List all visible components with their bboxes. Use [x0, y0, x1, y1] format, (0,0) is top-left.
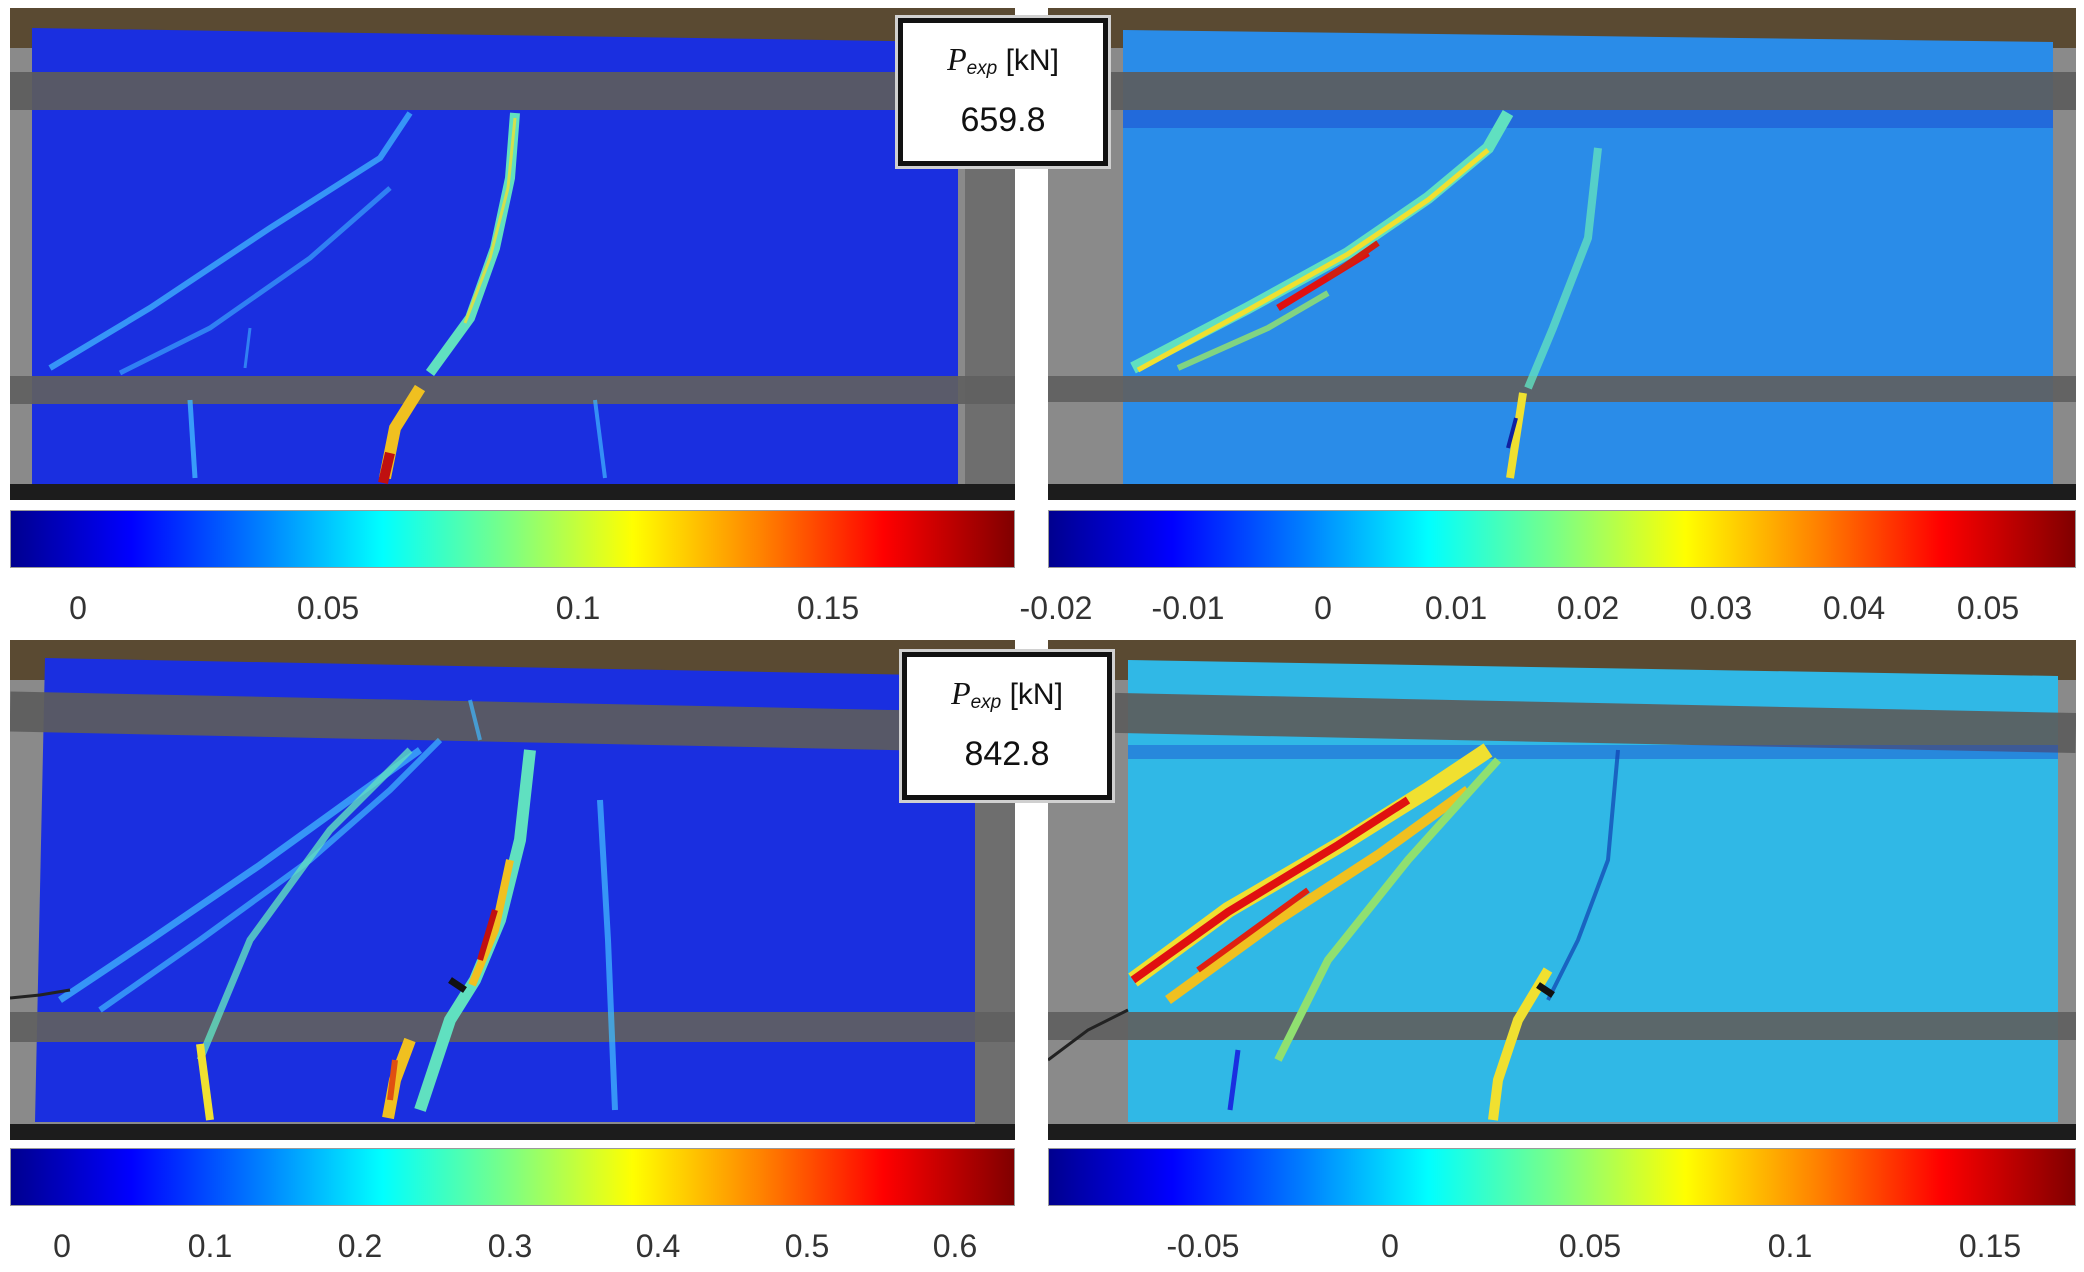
tick-label: 0	[53, 1228, 71, 1264]
tick-label: 0.4	[635, 1228, 681, 1264]
tick-label: -0.05	[1166, 1228, 1240, 1264]
tick-label: 0.6	[932, 1228, 978, 1264]
tick-label: 0.05	[1956, 590, 2020, 626]
load-label: Pexp [kN]	[951, 673, 1063, 723]
colorbar-ticks-bottom-left: 0 0.1 0.2 0.3 0.4 0.5 0.6	[10, 1228, 1015, 1268]
load-symbol: P	[947, 41, 967, 77]
tick-label: 0.05	[296, 590, 360, 626]
tick-label: 0.02	[1556, 590, 1620, 626]
colorbar-ticks-bottom-right: -0.05 0 0.05 0.1 0.15	[1048, 1228, 2076, 1268]
tick-label: 0.5	[784, 1228, 830, 1264]
tick-label: 0.15	[796, 590, 860, 626]
tick-label: 0	[69, 590, 87, 626]
strain-field-image	[1048, 640, 2076, 1140]
tick-label: 0.04	[1822, 590, 1886, 626]
tick-label: 0.15	[1958, 1228, 2022, 1264]
load-label: Pexp [kN]	[947, 39, 1059, 89]
strain-field-image	[1048, 8, 2076, 500]
colorbar-top-left	[10, 510, 1015, 568]
tick-label: 0.1	[555, 590, 601, 626]
load-subscript: exp	[970, 692, 1002, 713]
tick-label: 0.01	[1424, 590, 1488, 626]
load-value: 659.8	[960, 101, 1046, 139]
colorbar-ticks-top-left: 0 0.05 0.1 0.15	[10, 590, 1015, 630]
tick-label: 0.1	[187, 1228, 233, 1264]
tick-label: 0.05	[1558, 1228, 1622, 1264]
load-symbol: P	[951, 675, 971, 711]
tick-label: 0	[1381, 1228, 1399, 1264]
tick-label: 0.1	[1767, 1228, 1813, 1264]
load-unit: [kN]	[1009, 678, 1063, 711]
load-box-bottom: Pexp [kN] 842.8	[902, 652, 1112, 800]
tick-label: 0.2	[337, 1228, 383, 1264]
tick-label: -0.02	[1019, 590, 1093, 626]
colorbar-ticks-top-right: -0.02 -0.01 0 0.01 0.02 0.03 0.04 0.05	[1020, 590, 2076, 630]
colorbar-bottom-right	[1048, 1148, 2076, 1206]
strain-field-image	[10, 640, 1015, 1140]
top-right-strain-map	[1048, 8, 2076, 500]
load-unit: [kN]	[1005, 44, 1059, 77]
colorbar-top-right	[1048, 510, 2076, 568]
top-left-strain-map	[10, 8, 1015, 500]
bottom-right-strain-map	[1048, 640, 2076, 1140]
tick-label: -0.01	[1151, 590, 1225, 626]
load-subscript: exp	[966, 58, 998, 79]
strain-field-image	[10, 8, 1015, 500]
tick-label: 0.3	[487, 1228, 533, 1264]
bottom-left-strain-map	[10, 640, 1015, 1140]
tick-label: 0.03	[1689, 590, 1753, 626]
load-value: 842.8	[964, 735, 1050, 773]
load-box-top: Pexp [kN] 659.8	[898, 18, 1108, 166]
tick-label: 0	[1314, 590, 1332, 626]
colorbar-bottom-left	[10, 1148, 1015, 1206]
